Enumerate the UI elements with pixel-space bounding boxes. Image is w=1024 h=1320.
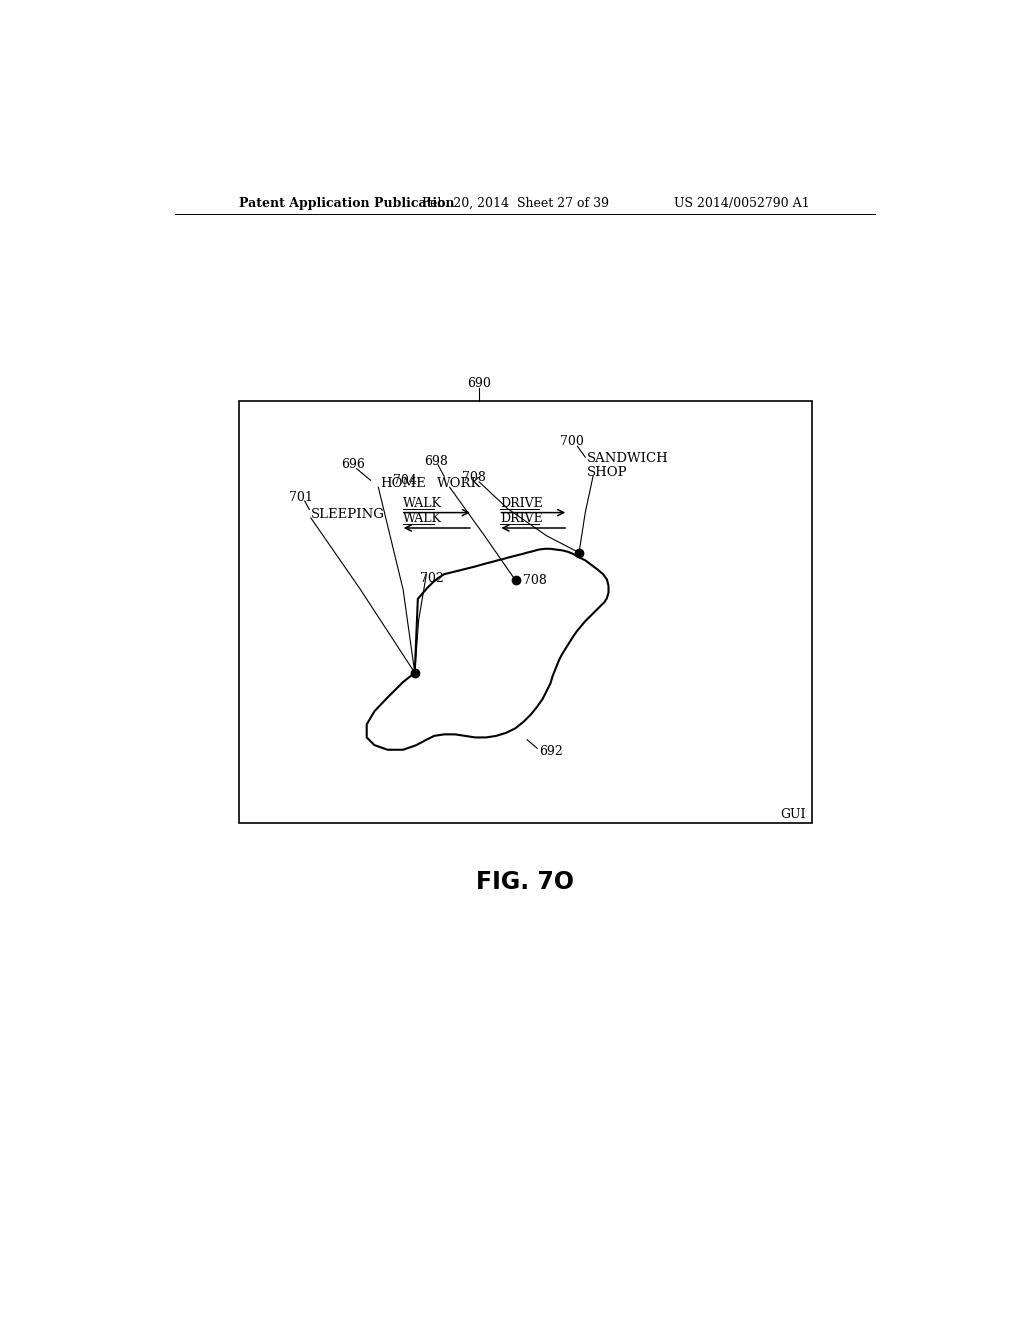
Text: 708: 708 <box>523 574 547 587</box>
Text: WALK: WALK <box>403 496 442 510</box>
Text: US 2014/0052790 A1: US 2014/0052790 A1 <box>675 197 810 210</box>
Text: 696: 696 <box>341 458 365 471</box>
Bar <box>239 401 812 822</box>
Text: 702: 702 <box>420 572 443 585</box>
Text: Feb. 20, 2014  Sheet 27 of 39: Feb. 20, 2014 Sheet 27 of 39 <box>422 197 609 210</box>
Text: SANDWICH: SANDWICH <box>587 453 669 465</box>
Text: 701: 701 <box>289 491 312 504</box>
Text: FIG. 7O: FIG. 7O <box>476 870 573 894</box>
Text: 690: 690 <box>467 376 492 389</box>
Text: 704: 704 <box>393 474 417 487</box>
Text: WALK: WALK <box>403 512 442 525</box>
Text: 692: 692 <box>539 744 562 758</box>
Text: 708: 708 <box>463 471 486 484</box>
Text: DRIVE: DRIVE <box>500 496 543 510</box>
Text: GUI: GUI <box>780 808 806 821</box>
Text: 700: 700 <box>560 436 584 449</box>
Text: HOME: HOME <box>380 477 426 490</box>
Text: 698: 698 <box>425 454 449 467</box>
Text: WORK: WORK <box>436 477 481 490</box>
Text: DRIVE: DRIVE <box>500 512 543 525</box>
Text: Patent Application Publication: Patent Application Publication <box>239 197 455 210</box>
Text: SLEEPING: SLEEPING <box>311 508 385 520</box>
Polygon shape <box>367 549 608 750</box>
Text: SHOP: SHOP <box>587 466 628 479</box>
